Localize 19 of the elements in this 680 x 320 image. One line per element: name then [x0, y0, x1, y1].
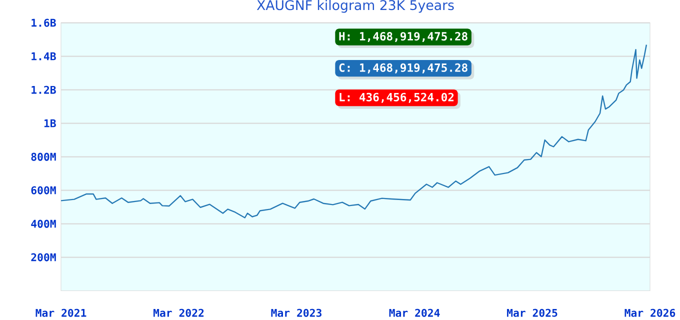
- x-tick-label: Mar 2025: [507, 308, 558, 317]
- chart-title: XAUGNF kilogram 23K 5years: [256, 0, 454, 13]
- x-tick-label: Mar 2026: [624, 308, 676, 317]
- annotation: C: 1,468,919,475.28: [339, 63, 468, 74]
- y-tick-label: 800M: [31, 152, 56, 161]
- line-series: [60, 44, 648, 218]
- y-tick-label: 600M: [31, 186, 56, 194]
- y-tick-label: 1.2B: [32, 86, 56, 94]
- y-tick-label: 200M: [31, 253, 56, 262]
- y-tick-label: 1.6B: [32, 18, 56, 27]
- y-tick-label: 400M: [31, 220, 56, 228]
- x-tick-label: Mar 2021: [36, 308, 86, 317]
- y-tick-label: 1.4B: [32, 52, 56, 60]
- annotation: L: 436,456,524.02: [340, 92, 454, 103]
- x-tick-label: Mar 2022: [153, 308, 204, 317]
- annotation: H: 1,468,919,475.28: [339, 32, 468, 42]
- y-tick-label: 1B: [44, 119, 56, 128]
- x-tick-label: Mar 2023: [271, 308, 322, 317]
- x-tick-label: Mar 2024: [389, 308, 440, 317]
